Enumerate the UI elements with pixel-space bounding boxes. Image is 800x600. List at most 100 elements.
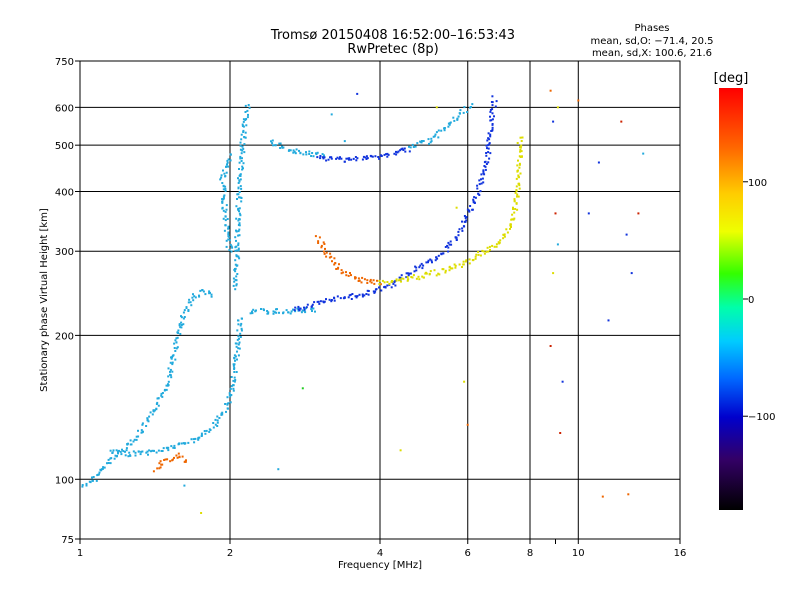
trace-point [224, 185, 227, 188]
trace-point [361, 276, 364, 279]
legend-o-stats: mean, sd,O: −71.4, 20.5 [591, 36, 714, 47]
trace-point [233, 368, 236, 370]
trace-point [335, 157, 338, 160]
trace-point [220, 413, 223, 416]
trace-point [173, 447, 176, 449]
trace-point [237, 347, 240, 350]
trace-point [114, 454, 117, 457]
trace-point [230, 376, 233, 378]
trace-point [506, 231, 509, 234]
trace-point [162, 447, 165, 450]
trace-point [430, 140, 433, 143]
trace-point [310, 155, 313, 157]
trace-point [239, 324, 242, 327]
trace-point [370, 281, 373, 284]
trace-point [462, 225, 465, 228]
trace-point [456, 117, 459, 120]
trace-point [373, 291, 376, 294]
y-tick-label: 600 [55, 103, 74, 114]
trace-point [395, 150, 397, 153]
trace-point [98, 471, 101, 474]
x-tick-label: 4 [377, 548, 383, 559]
trace-point [240, 322, 243, 325]
trace-point [408, 150, 411, 153]
trace-point [474, 257, 477, 260]
trace-point [180, 316, 183, 319]
trace-point [192, 438, 195, 441]
trace-point [129, 443, 132, 446]
trace-point [224, 215, 227, 218]
trace-point [172, 446, 175, 449]
trace-point [420, 262, 423, 265]
trace-point [180, 315, 182, 318]
trace-point [237, 207, 240, 210]
trace-point [289, 312, 292, 315]
trace-point [515, 202, 518, 205]
trace-point [487, 132, 490, 135]
trace-point [242, 167, 244, 170]
trace-point [435, 256, 438, 259]
trace-point [244, 131, 247, 134]
trace-point [337, 266, 340, 269]
trace-point [181, 455, 184, 458]
trace-point [140, 450, 143, 453]
trace-point [455, 239, 458, 241]
trace-point [167, 449, 170, 452]
trace-point [240, 197, 243, 199]
trace-point [376, 279, 378, 282]
trace-point [178, 323, 181, 326]
trace-point [295, 148, 298, 151]
trace-point [361, 293, 364, 296]
chart-title: Tromsø 20150408 16:52:00–16:53:43 [270, 28, 515, 43]
trace-point [205, 429, 208, 432]
trace-point [320, 244, 323, 247]
trace-point [466, 208, 469, 211]
trace-point [148, 415, 151, 418]
trace-point [480, 178, 482, 181]
trace-point [363, 278, 366, 281]
trace-point [232, 277, 235, 280]
trace-point [167, 380, 170, 383]
trace-point [348, 158, 350, 161]
trace-point [402, 277, 405, 280]
trace-point [490, 130, 493, 132]
trace-point [482, 250, 485, 253]
trace-point [187, 301, 190, 304]
trace-point [180, 324, 183, 326]
trace-point [484, 168, 487, 171]
trace-point [287, 311, 290, 314]
trace-point [238, 174, 241, 177]
trace-point [419, 140, 422, 143]
trace-point [444, 271, 447, 274]
trace-point [393, 152, 396, 155]
trace-point [209, 291, 211, 294]
trace-point [325, 159, 328, 162]
trace-point [147, 453, 149, 456]
trace-point [477, 251, 480, 253]
trace-point [236, 198, 238, 200]
trace-point [241, 157, 243, 160]
trace-point [234, 263, 237, 266]
trace-point [238, 222, 241, 225]
trace-point [370, 155, 373, 158]
trace-point [229, 401, 232, 404]
trace-point [394, 284, 397, 287]
trace-point [238, 228, 241, 231]
trace-point [141, 422, 144, 425]
trace-point [414, 145, 417, 148]
trace-point [272, 144, 275, 147]
scatter-point [597, 161, 600, 164]
trace-point [220, 174, 223, 177]
trace-point [461, 229, 464, 232]
trace-point [175, 337, 178, 340]
trace-point [190, 304, 193, 307]
y-tick-label: 750 [55, 57, 74, 68]
trace-point [118, 449, 120, 452]
trace-point [308, 150, 311, 153]
trace-point [319, 155, 322, 157]
trace-point [232, 384, 235, 387]
trace-point [458, 228, 461, 231]
trace-point [237, 219, 240, 222]
trace-point [171, 363, 174, 366]
trace-point [350, 158, 353, 161]
